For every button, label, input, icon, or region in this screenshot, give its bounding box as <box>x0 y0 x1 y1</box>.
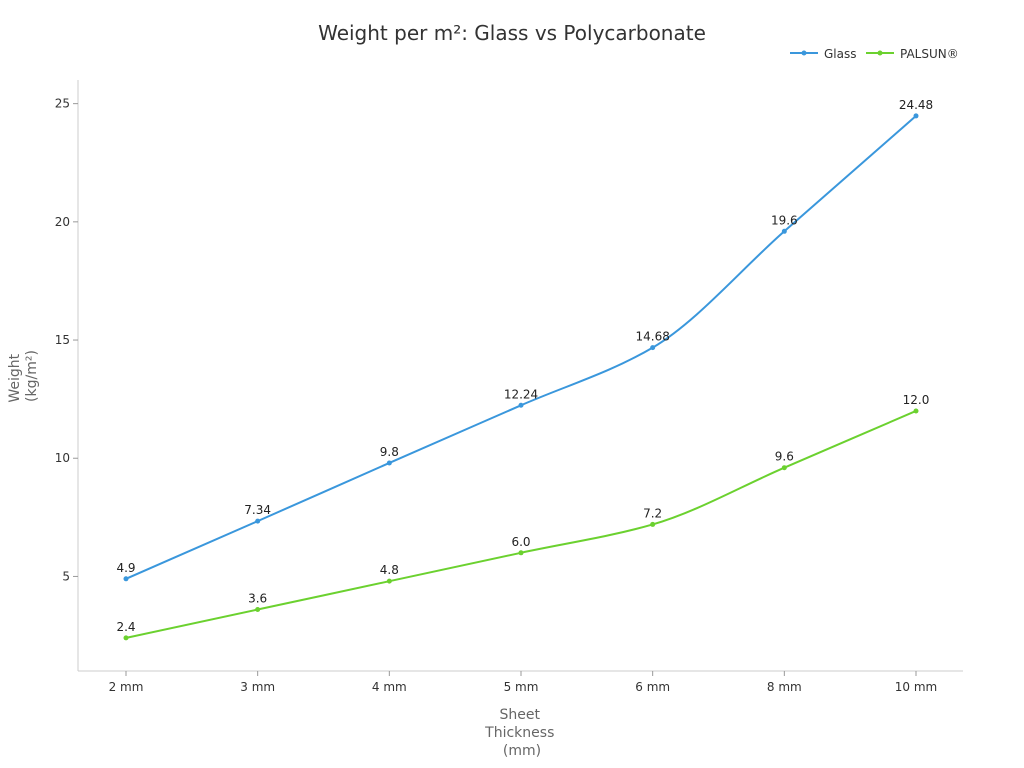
y-tick-label-20: 20 <box>55 215 70 229</box>
series-line-palsun <box>125 410 917 639</box>
data-label-palsun-3: 6.0 <box>511 535 530 549</box>
x-tick-label-1: 3 mm <box>240 680 275 694</box>
x-axis-title-line-2: Thickness <box>484 725 554 741</box>
data-point-glass-3[interactable] <box>518 402 524 408</box>
data-label-palsun-5: 9.6 <box>775 450 794 464</box>
series-layer <box>123 113 919 641</box>
data-point-palsun-3[interactable] <box>518 550 524 556</box>
chart-title: Weight per m²: Glass vs Polycarbonate <box>318 21 706 45</box>
data-point-glass-2[interactable] <box>386 460 392 466</box>
data-point-glass-5[interactable] <box>781 228 787 234</box>
data-label-glass-6: 24.48 <box>899 98 933 112</box>
x-tick-label-0: 2 mm <box>109 680 144 694</box>
x-axis-title-line-1: Sheet <box>500 707 541 723</box>
x-axis-title: Sheet Thickness (mm) <box>484 707 559 759</box>
data-label-glass-1: 7.34 <box>244 503 271 517</box>
x-tick-label-5: 8 mm <box>767 680 802 694</box>
x-tick-label-3: 5 mm <box>504 680 539 694</box>
x-axis-title-line-3: (mm) <box>503 743 541 759</box>
data-label-palsun-0: 2.4 <box>116 620 135 634</box>
x-tick-label-2: 4 mm <box>372 680 407 694</box>
legend-item-glass[interactable]: Glass <box>790 47 857 61</box>
y-tick-label-10: 10 <box>55 451 70 465</box>
y-axis-ticks: 5 10 15 20 25 <box>55 97 78 583</box>
y-axis-title-line-2: (kg/m²) <box>24 350 40 402</box>
data-label-glass-2: 9.8 <box>380 445 399 459</box>
data-point-glass-1[interactable] <box>255 518 261 524</box>
data-point-palsun-5[interactable] <box>781 465 787 471</box>
data-label-glass-0: 4.9 <box>116 561 135 575</box>
x-tick-label-4: 6 mm <box>635 680 670 694</box>
legend-item-palsun[interactable]: PALSUN® <box>866 47 959 61</box>
legend-label-glass: Glass <box>824 47 857 61</box>
data-label-glass-3: 12.24 <box>504 387 538 401</box>
y-tick-label-25: 25 <box>55 97 70 111</box>
data-label-palsun-6: 12.0 <box>903 393 930 407</box>
data-point-palsun-4[interactable] <box>650 521 656 527</box>
legend-label-palsun: PALSUN® <box>900 47 959 61</box>
data-point-palsun-0[interactable] <box>123 635 129 641</box>
data-label-palsun-2: 4.8 <box>380 563 399 577</box>
data-label-palsun-1: 3.6 <box>248 592 267 606</box>
data-point-glass-0[interactable] <box>123 576 129 582</box>
data-label-palsun-4: 7.2 <box>643 506 662 520</box>
legend: Glass PALSUN® <box>790 47 959 61</box>
data-point-glass-6[interactable] <box>913 113 919 119</box>
x-tick-label-6: 10 mm <box>895 680 937 694</box>
y-tick-label-5: 5 <box>62 569 70 583</box>
data-label-glass-4: 14.68 <box>635 330 669 344</box>
x-axis-ticks: 2 mm 3 mm 4 mm 5 mm 6 mm 8 mm 10 mm <box>109 671 937 694</box>
legend-marker-glass <box>801 50 807 56</box>
y-tick-label-15: 15 <box>55 333 70 347</box>
data-point-glass-4[interactable] <box>650 345 656 351</box>
data-label-glass-5: 19.6 <box>771 213 798 227</box>
legend-marker-palsun <box>877 50 883 56</box>
data-point-palsun-6[interactable] <box>913 408 919 414</box>
y-axis-title-line-1: Weight <box>7 353 23 402</box>
data-labels: 4.9 7.34 9.8 12.24 14.68 19.6 24.48 2.4 3.6 4.8 6.… <box>116 98 933 634</box>
data-point-palsun-2[interactable] <box>386 578 392 584</box>
data-point-palsun-1[interactable] <box>255 607 261 613</box>
y-axis-title: Weight (kg/m²) <box>7 349 40 402</box>
